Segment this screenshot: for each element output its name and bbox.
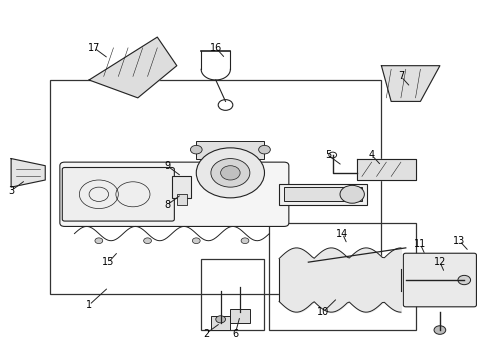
Circle shape bbox=[220, 166, 240, 180]
Bar bbox=[50, 80, 381, 294]
Text: 13: 13 bbox=[453, 236, 465, 246]
FancyBboxPatch shape bbox=[403, 253, 476, 307]
Bar bbox=[270, 223, 416, 330]
Circle shape bbox=[144, 238, 151, 244]
Circle shape bbox=[216, 316, 225, 323]
Bar bbox=[279, 184, 367, 205]
Text: 6: 6 bbox=[232, 329, 238, 339]
Bar bbox=[284, 187, 362, 202]
Circle shape bbox=[433, 275, 447, 285]
Text: 16: 16 bbox=[210, 43, 222, 53]
Circle shape bbox=[259, 145, 270, 154]
Bar bbox=[211, 316, 230, 330]
Bar bbox=[196, 141, 265, 158]
Text: 7: 7 bbox=[398, 71, 404, 81]
Bar bbox=[177, 194, 187, 205]
Circle shape bbox=[303, 258, 313, 266]
FancyBboxPatch shape bbox=[60, 162, 289, 226]
Text: 9: 9 bbox=[164, 161, 170, 171]
Text: 5: 5 bbox=[325, 150, 331, 160]
Circle shape bbox=[197, 170, 205, 176]
Bar bbox=[201, 258, 265, 330]
Circle shape bbox=[196, 148, 265, 198]
Text: 15: 15 bbox=[102, 257, 115, 267]
Text: 10: 10 bbox=[317, 307, 329, 317]
Text: 1: 1 bbox=[86, 300, 92, 310]
Circle shape bbox=[191, 145, 202, 154]
Text: 17: 17 bbox=[88, 43, 100, 53]
Circle shape bbox=[241, 238, 249, 244]
Polygon shape bbox=[381, 66, 440, 102]
Circle shape bbox=[95, 238, 103, 244]
FancyBboxPatch shape bbox=[62, 167, 174, 221]
Text: 8: 8 bbox=[164, 200, 170, 210]
Circle shape bbox=[211, 158, 250, 187]
Circle shape bbox=[193, 238, 200, 244]
Circle shape bbox=[340, 185, 365, 203]
Text: 11: 11 bbox=[414, 239, 426, 249]
Text: 3: 3 bbox=[8, 186, 14, 196]
Circle shape bbox=[434, 326, 446, 334]
Circle shape bbox=[458, 275, 470, 285]
Polygon shape bbox=[89, 37, 177, 98]
Polygon shape bbox=[357, 158, 416, 180]
Text: 2: 2 bbox=[203, 329, 209, 339]
Text: 14: 14 bbox=[336, 229, 348, 239]
Polygon shape bbox=[11, 158, 45, 187]
Text: 12: 12 bbox=[434, 257, 446, 267]
Bar bbox=[172, 176, 192, 198]
Bar bbox=[230, 309, 250, 323]
Circle shape bbox=[256, 170, 264, 176]
Text: 4: 4 bbox=[368, 150, 375, 160]
